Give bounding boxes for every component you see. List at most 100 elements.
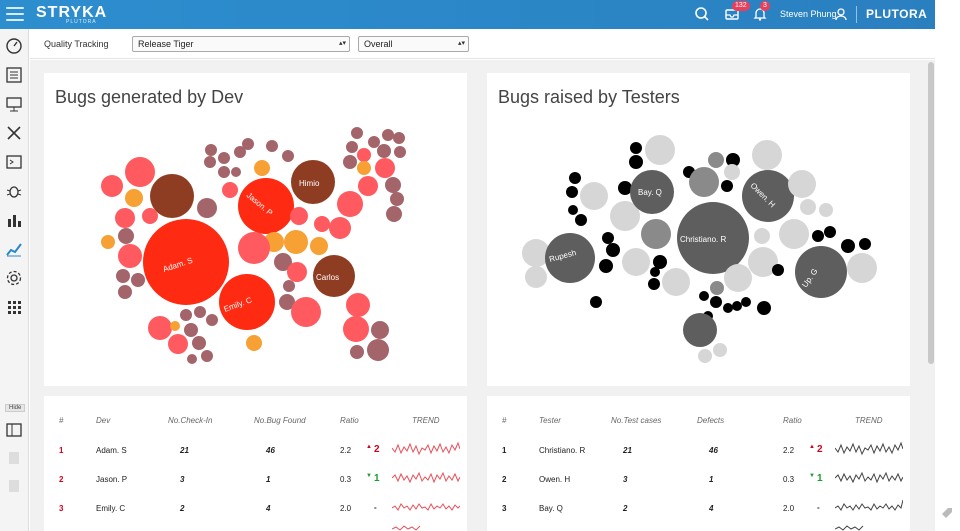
bubble[interactable] <box>812 230 824 242</box>
scope-select[interactable]: Overall ▴▾ <box>358 36 469 52</box>
bubble[interactable] <box>343 316 369 342</box>
bubble[interactable] <box>386 206 402 222</box>
col-header[interactable]: Dev <box>96 416 111 425</box>
settings-gear-icon[interactable] <box>5 269 23 287</box>
bubble[interactable] <box>218 152 230 164</box>
bubble[interactable] <box>118 244 142 268</box>
bubble[interactable] <box>254 160 270 176</box>
scrollbar-thumb[interactable] <box>928 62 934 364</box>
bubble[interactable] <box>748 247 778 277</box>
bubble[interactable] <box>819 203 833 217</box>
bubble[interactable] <box>732 301 742 311</box>
bubble[interactable] <box>201 350 213 362</box>
col-header[interactable]: No.Bug Found <box>254 416 306 425</box>
bubble[interactable] <box>618 181 632 195</box>
bubble[interactable] <box>313 255 355 297</box>
bubble[interactable] <box>772 264 784 276</box>
bubble[interactable] <box>590 296 602 308</box>
bubble[interactable] <box>724 164 740 180</box>
list-icon[interactable] <box>5 66 23 84</box>
col-header[interactable]: No.Check-In <box>168 416 213 425</box>
bubble[interactable] <box>197 198 217 218</box>
bubble[interactable] <box>824 226 836 238</box>
bubble[interactable] <box>648 278 660 290</box>
bubble[interactable] <box>566 186 578 198</box>
panel-toggle-icon[interactable] <box>5 421 23 439</box>
bubble[interactable] <box>180 309 192 321</box>
bubble[interactable] <box>231 167 241 177</box>
quality-tracking-icon[interactable] <box>5 240 23 258</box>
bubble[interactable] <box>187 354 197 364</box>
bubble[interactable] <box>350 345 364 359</box>
bubble[interactable] <box>246 335 262 351</box>
release-select[interactable]: Release Tiger ▴▾ <box>132 36 350 52</box>
bubble[interactable] <box>841 239 855 253</box>
bubble[interactable] <box>752 140 782 170</box>
bubble[interactable] <box>721 180 733 192</box>
bubble[interactable] <box>569 172 581 184</box>
bubble[interactable] <box>602 232 614 244</box>
bubble[interactable] <box>358 176 378 196</box>
bubble[interactable] <box>382 129 394 141</box>
bubble[interactable] <box>279 294 295 310</box>
bubble[interactable] <box>101 175 123 197</box>
bubble[interactable] <box>677 202 749 274</box>
bubble[interactable] <box>393 132 405 144</box>
tools-icon[interactable] <box>5 124 23 142</box>
bubble[interactable] <box>282 150 294 162</box>
col-header[interactable]: Ratio <box>340 416 359 425</box>
bubble[interactable] <box>859 238 871 250</box>
bubble[interactable] <box>101 235 115 249</box>
dashboard-gauge-icon[interactable] <box>5 37 23 55</box>
bubble[interactable] <box>650 267 660 277</box>
bubble[interactable] <box>219 274 275 330</box>
col-header[interactable]: Tester <box>539 416 561 425</box>
bubble[interactable] <box>168 334 188 354</box>
presentation-icon[interactable] <box>5 95 23 113</box>
bubble[interactable] <box>754 228 770 244</box>
bubble[interactable] <box>662 268 690 296</box>
bubble[interactable] <box>847 253 877 283</box>
bubble[interactable] <box>683 313 717 347</box>
bar-chart-icon[interactable] <box>5 211 23 229</box>
bubble[interactable] <box>545 233 595 283</box>
bubble[interactable] <box>367 339 389 361</box>
bubble[interactable] <box>757 301 771 315</box>
bubble[interactable] <box>371 321 389 339</box>
bubble[interactable] <box>710 296 722 308</box>
bubble[interactable] <box>723 303 733 313</box>
bubble[interactable] <box>385 177 401 193</box>
bubble[interactable] <box>629 155 643 169</box>
bubble[interactable] <box>234 146 246 158</box>
bubble[interactable] <box>741 297 751 307</box>
bubble[interactable] <box>713 343 727 357</box>
bubble[interactable] <box>641 219 671 249</box>
bubble[interactable] <box>222 182 238 198</box>
bug-icon[interactable] <box>5 182 23 200</box>
bubble[interactable] <box>351 127 363 139</box>
bubble[interactable] <box>204 156 216 168</box>
bubble[interactable] <box>290 207 308 225</box>
bubble[interactable] <box>218 166 230 178</box>
bubble[interactable] <box>291 297 321 327</box>
bubble[interactable] <box>283 280 295 292</box>
bubble[interactable] <box>357 148 371 162</box>
bubble[interactable] <box>630 170 674 214</box>
bubble[interactable] <box>170 321 180 331</box>
bubble[interactable] <box>291 160 335 204</box>
bubble[interactable] <box>610 201 640 231</box>
bubble[interactable] <box>150 174 194 218</box>
col-header[interactable]: Defects <box>697 416 725 425</box>
bubble[interactable] <box>314 216 330 232</box>
bubble[interactable] <box>726 153 740 167</box>
bubble[interactable] <box>115 208 135 228</box>
bubble[interactable] <box>653 255 667 269</box>
bubble[interactable] <box>779 219 809 249</box>
bubble[interactable] <box>142 208 158 224</box>
bubble[interactable] <box>118 285 132 299</box>
user-name[interactable]: Steven Phung <box>780 9 837 19</box>
bubble[interactable] <box>125 189 143 207</box>
bubble[interactable] <box>310 237 328 255</box>
bubble[interactable] <box>390 192 404 206</box>
bubble[interactable] <box>522 239 550 267</box>
